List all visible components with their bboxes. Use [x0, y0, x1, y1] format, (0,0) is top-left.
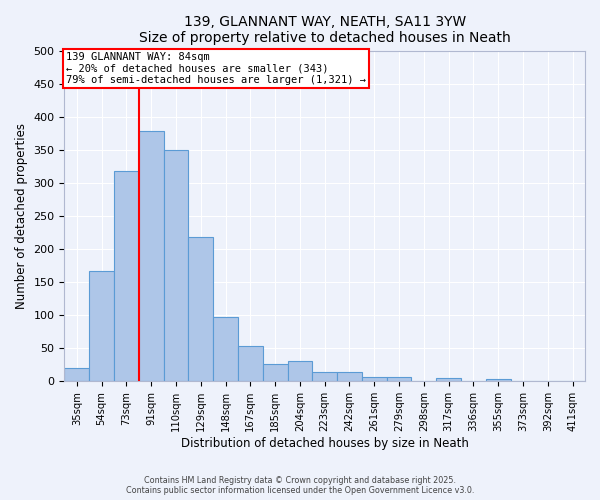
Bar — [139, 132, 164, 382]
X-axis label: Distribution of detached houses by size in Neath: Distribution of detached houses by size … — [181, 437, 469, 450]
Bar — [337, 372, 362, 382]
Bar — [386, 378, 412, 382]
Bar — [64, 368, 89, 382]
Bar — [114, 171, 139, 382]
Bar — [213, 317, 238, 382]
Bar — [560, 380, 585, 382]
Bar — [89, 271, 114, 382]
Text: 139 GLANNANT WAY: 84sqm
← 20% of detached houses are smaller (343)
79% of semi-d: 139 GLANNANT WAY: 84sqm ← 20% of detache… — [65, 52, 365, 85]
Bar — [362, 376, 386, 382]
Bar — [486, 380, 511, 382]
Bar — [263, 364, 287, 382]
Bar — [238, 346, 263, 382]
Text: Contains HM Land Registry data © Crown copyright and database right 2025.
Contai: Contains HM Land Registry data © Crown c… — [126, 476, 474, 495]
Bar — [313, 372, 337, 382]
Bar — [287, 362, 313, 382]
Bar — [164, 150, 188, 382]
Bar — [436, 378, 461, 382]
Title: 139, GLANNANT WAY, NEATH, SA11 3YW
Size of property relative to detached houses : 139, GLANNANT WAY, NEATH, SA11 3YW Size … — [139, 15, 511, 45]
Y-axis label: Number of detached properties: Number of detached properties — [15, 123, 28, 309]
Bar — [188, 237, 213, 382]
